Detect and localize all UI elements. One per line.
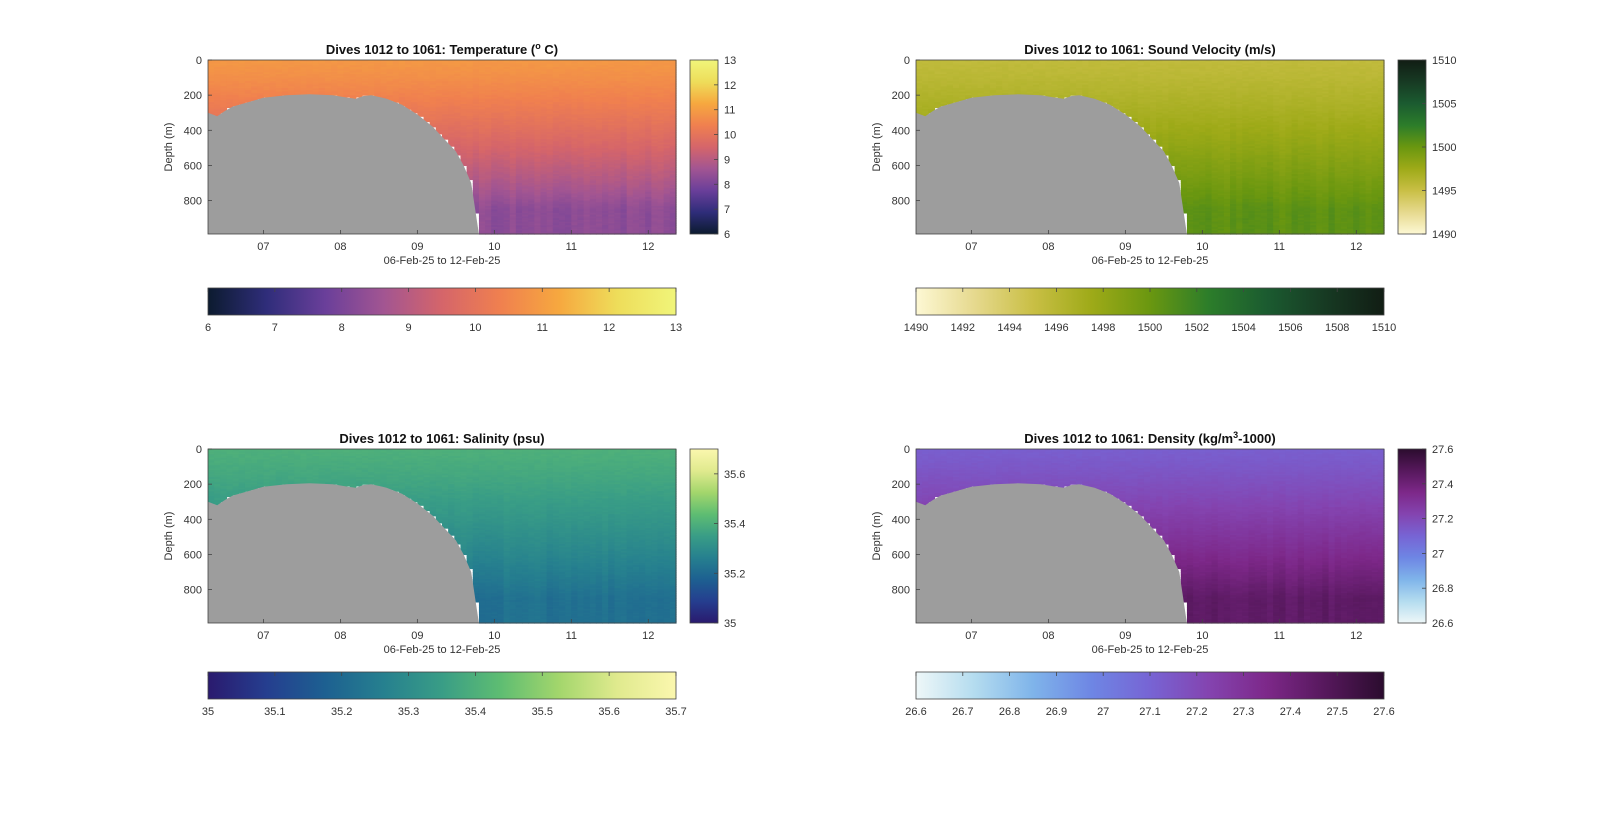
colorbar-tick-label: 11 xyxy=(537,322,548,334)
colorbar-tick-label: 10 xyxy=(724,130,736,142)
heat-cell xyxy=(362,93,369,95)
colorbar-tick-label: 13 xyxy=(724,55,736,67)
colorbar-tick-label: 9 xyxy=(724,154,730,166)
colorbar-tick-label: 7 xyxy=(724,204,730,216)
colorbar-tick-label: 8 xyxy=(724,179,730,191)
y-tick-label: 200 xyxy=(184,90,202,102)
colorbar-right: 6 7 8 9 10 11 12 13 xyxy=(690,55,736,241)
colorbar-tick-label: 8 xyxy=(339,322,345,334)
heat-cell xyxy=(343,95,350,97)
y-tick-label: 800 xyxy=(184,196,202,208)
colorbar-tick-label: 6 xyxy=(205,322,211,334)
colorbar-tick-label: 7 xyxy=(272,322,278,334)
colorbar-tick-label: 12 xyxy=(724,80,736,92)
chart-panel-1: Dives 1012 to 1061: Temperature (o C) 0 20… xyxy=(163,41,736,334)
y-tick-label: 400 xyxy=(184,125,202,137)
colorbar-gradient xyxy=(208,288,676,315)
colorbar-tick-label: 13 xyxy=(670,322,682,334)
y-axis-label: Depth (m) xyxy=(163,123,175,172)
chart-panel-2: Dives 1012 to 1061: Sound Velocity (m/s)… xyxy=(871,42,1456,334)
x-tick-label: 12 xyxy=(642,241,654,253)
x-tick-label: 08 xyxy=(334,241,346,253)
colorbar-tick-label: 11 xyxy=(724,105,735,117)
colorbar-tick-label: 6 xyxy=(724,229,730,241)
colorbar-tick-label: 9 xyxy=(406,322,412,334)
x-tick-label: 07 xyxy=(257,241,269,253)
chart-title: Dives 1012 to 1061: Temperature (o C) xyxy=(326,41,558,57)
x-tick-label: 09 xyxy=(411,241,423,253)
x-axis-label: 06-Feb-25 to 12-Feb-25 xyxy=(384,255,501,267)
colorbar-tick-label: 10 xyxy=(469,322,481,334)
x-tick-label: 10 xyxy=(488,241,500,253)
y-tick-label: 0 xyxy=(196,55,202,67)
y-tick-label: 600 xyxy=(184,160,202,172)
colorbar-bottom: 6 7 8 9 10 11 12 13 xyxy=(205,288,682,334)
x-tick-label: 11 xyxy=(566,241,577,253)
colorbar-tick-label: 12 xyxy=(603,322,615,334)
colorbar-gradient xyxy=(690,60,718,234)
